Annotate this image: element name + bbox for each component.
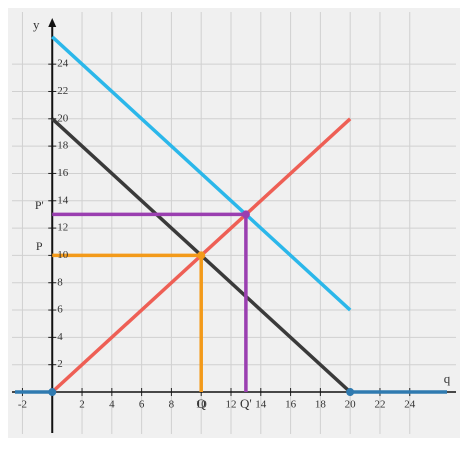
series-line bbox=[51, 35, 352, 312]
price-label: P' bbox=[35, 198, 44, 212]
quantity-label: Q' bbox=[240, 396, 252, 411]
y-tick-label: 14 bbox=[57, 194, 69, 206]
x-tick-label: 22 bbox=[374, 399, 385, 411]
y-tick-label: 6 bbox=[57, 304, 63, 316]
y-tick-label: 20 bbox=[57, 112, 69, 124]
x-tick-label: 6 bbox=[139, 399, 145, 411]
x-axis-label: q bbox=[444, 371, 451, 386]
quantity-label: Q bbox=[197, 396, 207, 411]
x-tick-label: 2 bbox=[79, 399, 85, 411]
x-tick-label: -2 bbox=[18, 399, 27, 411]
x-tick-label: 10 bbox=[196, 399, 208, 411]
y-tick-label: 4 bbox=[57, 331, 63, 343]
y-axis-label: y bbox=[33, 17, 40, 32]
x-tick-label: 24 bbox=[404, 399, 416, 411]
x-tick-label: 16 bbox=[285, 399, 297, 411]
x-tick-label: 20 bbox=[345, 399, 357, 411]
y-tick-label: 16 bbox=[57, 167, 69, 179]
point bbox=[241, 210, 250, 219]
x-tick-label: 12 bbox=[226, 399, 237, 411]
y-tick-label: 8 bbox=[57, 276, 63, 288]
y-tick-label: 10 bbox=[57, 249, 69, 261]
x-tick-label: 14 bbox=[255, 399, 267, 411]
price-label: P bbox=[36, 239, 43, 253]
y-axis-arrow bbox=[48, 18, 57, 27]
point bbox=[197, 251, 206, 260]
y-tick-label: 2 bbox=[57, 358, 63, 370]
point bbox=[346, 388, 355, 397]
y-tick-label: 22 bbox=[57, 85, 68, 97]
point bbox=[48, 388, 57, 397]
x-tick-label: 4 bbox=[109, 399, 115, 411]
x-tick-label: 8 bbox=[169, 399, 175, 411]
y-tick-label: 24 bbox=[57, 58, 69, 70]
y-tick-label: 12 bbox=[57, 222, 68, 234]
y-tick-label: 18 bbox=[57, 140, 69, 152]
x-tick-label: 18 bbox=[315, 399, 327, 411]
